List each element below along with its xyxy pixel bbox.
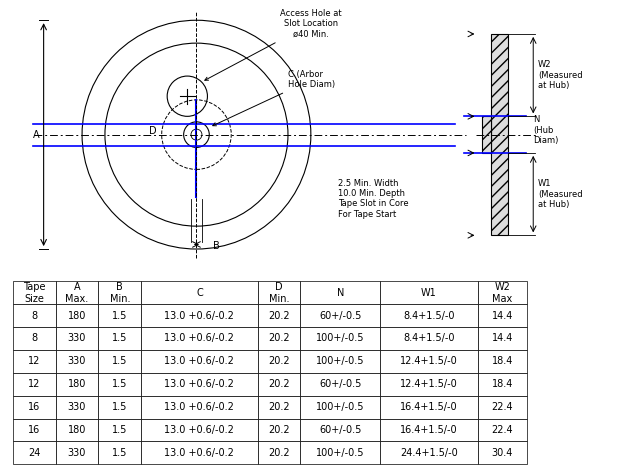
Text: W2
(Measured
at Hub): W2 (Measured at Hub) <box>538 60 582 90</box>
Text: N
(Hub
Diam): N (Hub Diam) <box>533 115 559 145</box>
Text: Access Hole at
Slot Location
ø40 Min.: Access Hole at Slot Location ø40 Min. <box>205 9 342 80</box>
Bar <box>491 34 508 235</box>
Text: A: A <box>33 129 40 140</box>
Bar <box>482 116 491 153</box>
Text: D: D <box>150 126 157 136</box>
Text: W1
(Measured
at Hub): W1 (Measured at Hub) <box>538 179 582 209</box>
Text: C (Arbor
Hole Diam): C (Arbor Hole Diam) <box>212 70 335 126</box>
Text: 2.5 Min. Width
10.0 Min. Depth
Tape Slot in Core
For Tape Start: 2.5 Min. Width 10.0 Min. Depth Tape Slot… <box>339 179 409 219</box>
Text: B: B <box>213 241 220 251</box>
